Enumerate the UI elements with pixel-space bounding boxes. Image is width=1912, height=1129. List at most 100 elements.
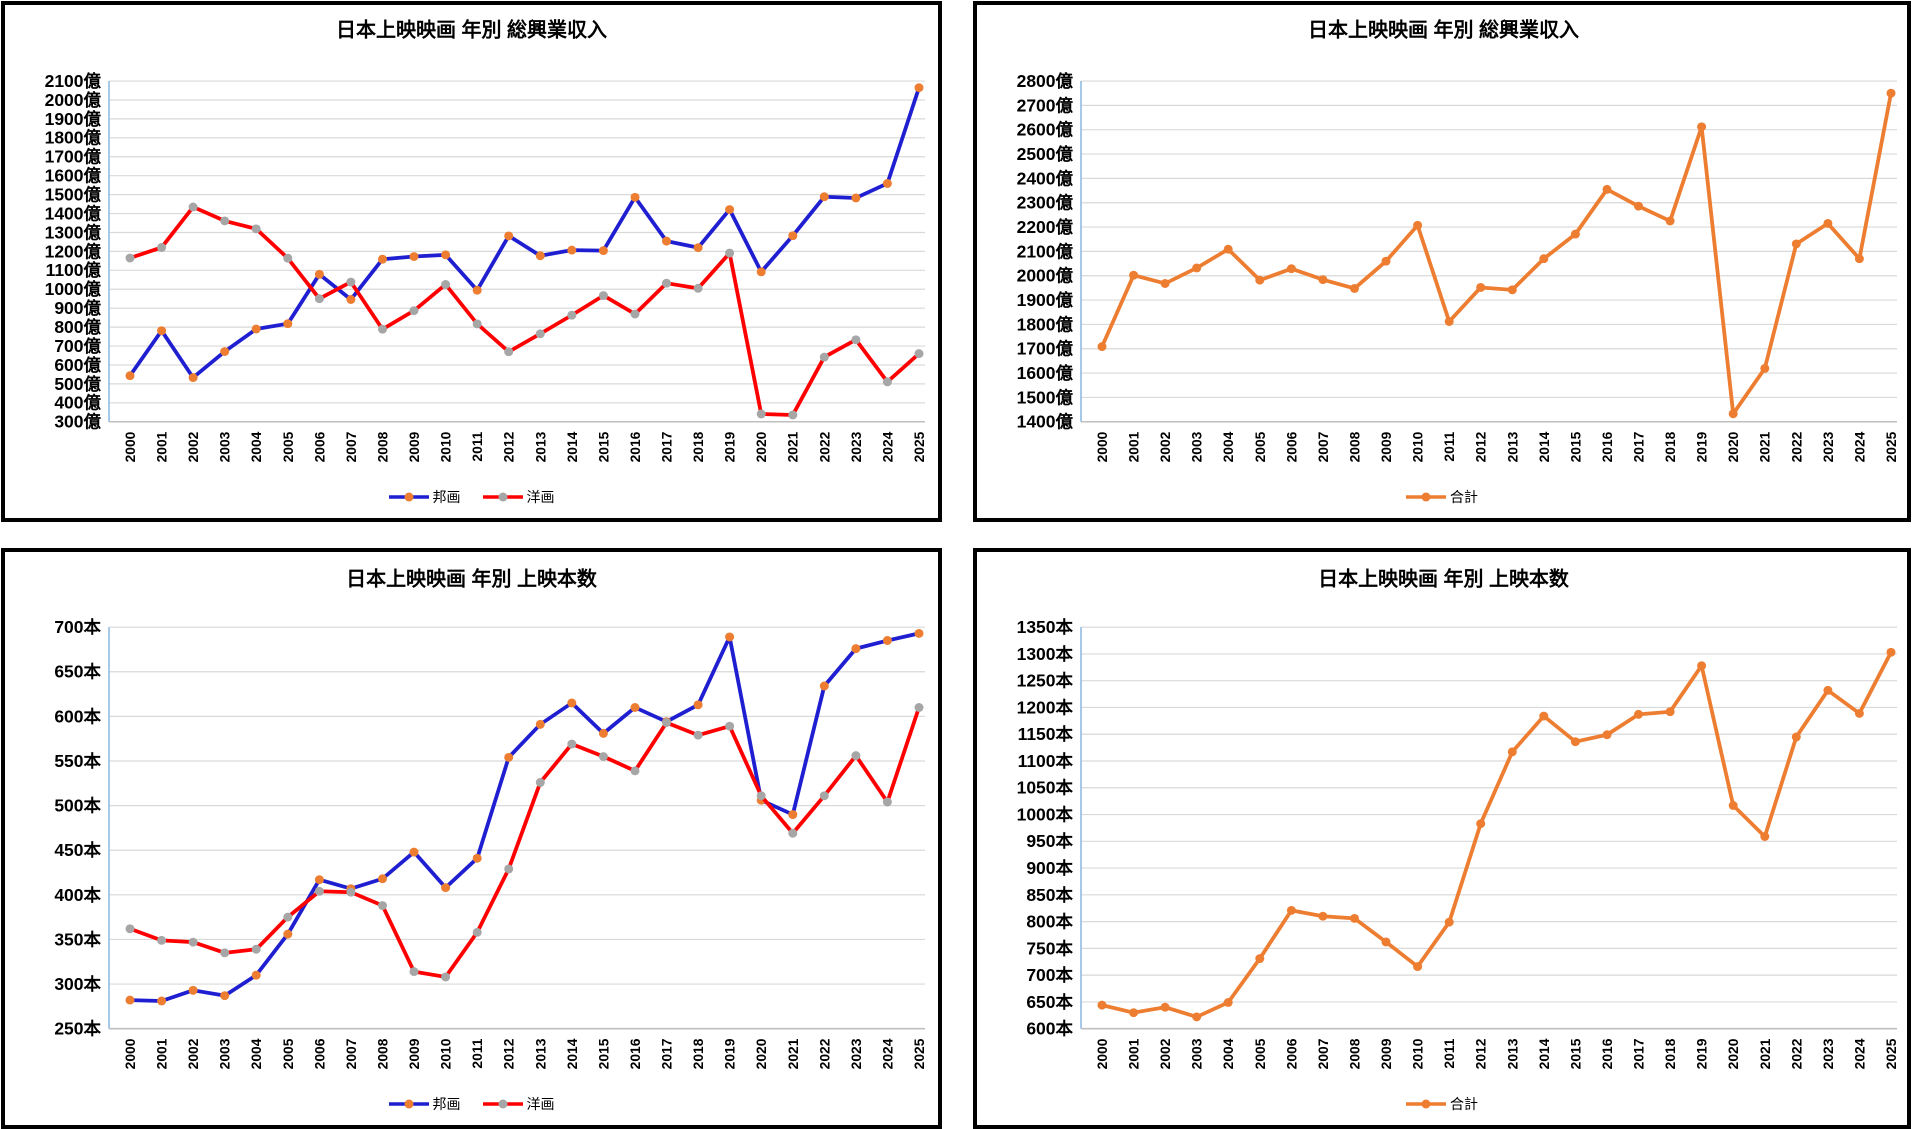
data-point-marker	[662, 278, 671, 288]
x-axis-label: 2012	[1473, 1038, 1489, 1069]
count-total-chart[interactable]: 日本上映映画 年別 上映本数 1350本 1300本 1250本 1200本 1150本 1…	[977, 552, 1907, 1089]
data-point-marker	[1570, 737, 1580, 747]
x-axis-label: 2025	[911, 1038, 927, 1069]
x-axis-label: 2004	[248, 1038, 264, 1069]
chart-title: 日本上映映画 年別 上映本数	[346, 568, 597, 591]
data-point-marker	[1413, 220, 1423, 230]
x-axis-label: 2011	[1441, 431, 1457, 461]
x-axis-label: 2021	[785, 431, 801, 462]
x-axis-label: 2017	[1630, 1038, 1646, 1069]
data-point-marker	[346, 887, 356, 897]
chart-title: 日本上映映画 年別 総興業収入	[1308, 19, 1579, 42]
data-point-marker	[441, 250, 451, 260]
revenue-total-chart[interactable]: 日本上映映画 年別 総興業収入 2800億 2700億 2600億 2500億 2400億…	[977, 5, 1907, 482]
data-point-marker	[567, 245, 577, 255]
data-point-marker	[504, 231, 514, 241]
legend-line-sample	[482, 492, 523, 502]
x-axis-label: 2000	[1094, 1038, 1110, 1069]
data-point-marker	[157, 996, 167, 1006]
data-point-marker	[1350, 283, 1359, 293]
legend-line-sample	[482, 1099, 523, 1109]
x-axis-label: 2024	[1851, 431, 1867, 462]
revenue-by-origin-chart[interactable]: 日本上映映画 年別 総興業収入 2100億2000億1900億1800億1700億…	[5, 5, 938, 482]
x-axis-label: 2002	[185, 431, 201, 462]
y-axis-label: 1800億	[1017, 314, 1074, 334]
data-point-marker	[1823, 685, 1833, 695]
x-axis-label: 2013	[532, 1038, 548, 1069]
data-point-marker	[788, 828, 798, 838]
data-point-marker	[283, 912, 293, 922]
legend-label: 邦画	[432, 1096, 461, 1112]
data-point-marker	[125, 924, 135, 934]
data-point-marker	[1602, 730, 1612, 740]
x-axis-label: 2002	[185, 1038, 201, 1069]
x-axis-label: 2022	[816, 1038, 832, 1069]
data-point-marker	[1634, 709, 1643, 719]
x-axis-label: 2012	[501, 1038, 517, 1069]
x-axis-label: 2012	[501, 431, 517, 462]
x-axis-label: 2009	[1378, 1038, 1394, 1069]
x-axis-label: 2007	[1315, 431, 1331, 462]
x-axis-label: 2010	[438, 431, 454, 462]
data-point-marker	[188, 202, 198, 212]
y-axis-label: 1700億	[45, 147, 102, 167]
data-point-marker	[535, 329, 545, 339]
x-axis-label: 2010	[438, 1038, 454, 1069]
data-point-marker	[283, 253, 293, 263]
data-point-marker	[378, 874, 387, 884]
data-point-marker	[1760, 363, 1770, 373]
panel-revenue-total: 日本上映映画 年別 総興業収入 2800億 2700億 2600億 2500億 2400億…	[973, 1, 1911, 522]
x-axis-label: 2006	[311, 431, 327, 462]
y-axis-label: 1600億	[1017, 363, 1074, 383]
data-point-marker	[725, 632, 735, 642]
x-axis-label: 2015	[1567, 1038, 1583, 1069]
x-axis-label: 2011	[1441, 1038, 1457, 1068]
data-point-marker	[251, 224, 261, 234]
data-point-marker	[472, 853, 482, 863]
x-axis-label: 2013	[532, 431, 548, 462]
data-point-marker	[598, 728, 608, 738]
data-point-marker	[1697, 122, 1707, 132]
x-axis-label: 2014	[1536, 1038, 1552, 1069]
data-point-marker	[188, 373, 198, 383]
x-axis-label: 2020	[1725, 1038, 1741, 1069]
y-axis-label: 350本	[54, 929, 101, 949]
data-point-marker	[1854, 254, 1864, 264]
chart-legend: 合計	[977, 482, 1907, 518]
data-point-marker	[125, 371, 135, 381]
x-axis-label: 2018	[690, 1038, 706, 1069]
x-axis-label: 2003	[1189, 431, 1205, 462]
legend-item-total: 合計	[1406, 487, 1478, 507]
data-point-marker	[756, 267, 766, 277]
legend-label: 洋画	[526, 1096, 555, 1112]
y-axis-label: 750本	[1026, 938, 1073, 958]
x-axis-label: 2020	[753, 431, 769, 462]
y-axis-label: 2100億	[1017, 241, 1074, 261]
count-by-origin-chart[interactable]: 日本上映映画 年別 上映本数 700本 650本 600本 550本 500本 450本 40…	[5, 552, 938, 1089]
data-point-marker	[819, 791, 829, 801]
x-axis-label: 2008	[1346, 431, 1362, 462]
data-point-marker	[914, 349, 924, 359]
x-axis-label: 2024	[879, 1038, 895, 1069]
x-axis-label: 2017	[1630, 431, 1646, 462]
x-axis-label: 2013	[1504, 431, 1520, 462]
data-point-marker	[314, 294, 324, 304]
data-point-marker	[220, 991, 230, 1001]
legend-line-sample	[388, 1099, 429, 1109]
y-axis-label: 700本	[1026, 965, 1073, 985]
x-axis-label: 2020	[1725, 431, 1741, 462]
x-axis-label: 2008	[1346, 1038, 1362, 1069]
y-axis-label: 500本	[54, 796, 101, 816]
legend-label: 洋画	[526, 489, 555, 505]
data-point-marker	[693, 283, 703, 293]
y-axis-label: 2700億	[1017, 95, 1074, 115]
data-point-marker	[535, 719, 545, 729]
x-axis-label: 2015	[1567, 431, 1583, 462]
data-point-marker	[662, 718, 671, 728]
data-point-marker	[1286, 905, 1296, 915]
data-point-marker	[1634, 201, 1643, 211]
y-axis-label: 1300億	[45, 222, 102, 242]
y-axis-label: 600本	[54, 706, 101, 726]
data-point-marker	[819, 192, 829, 202]
data-point-marker	[378, 901, 387, 910]
